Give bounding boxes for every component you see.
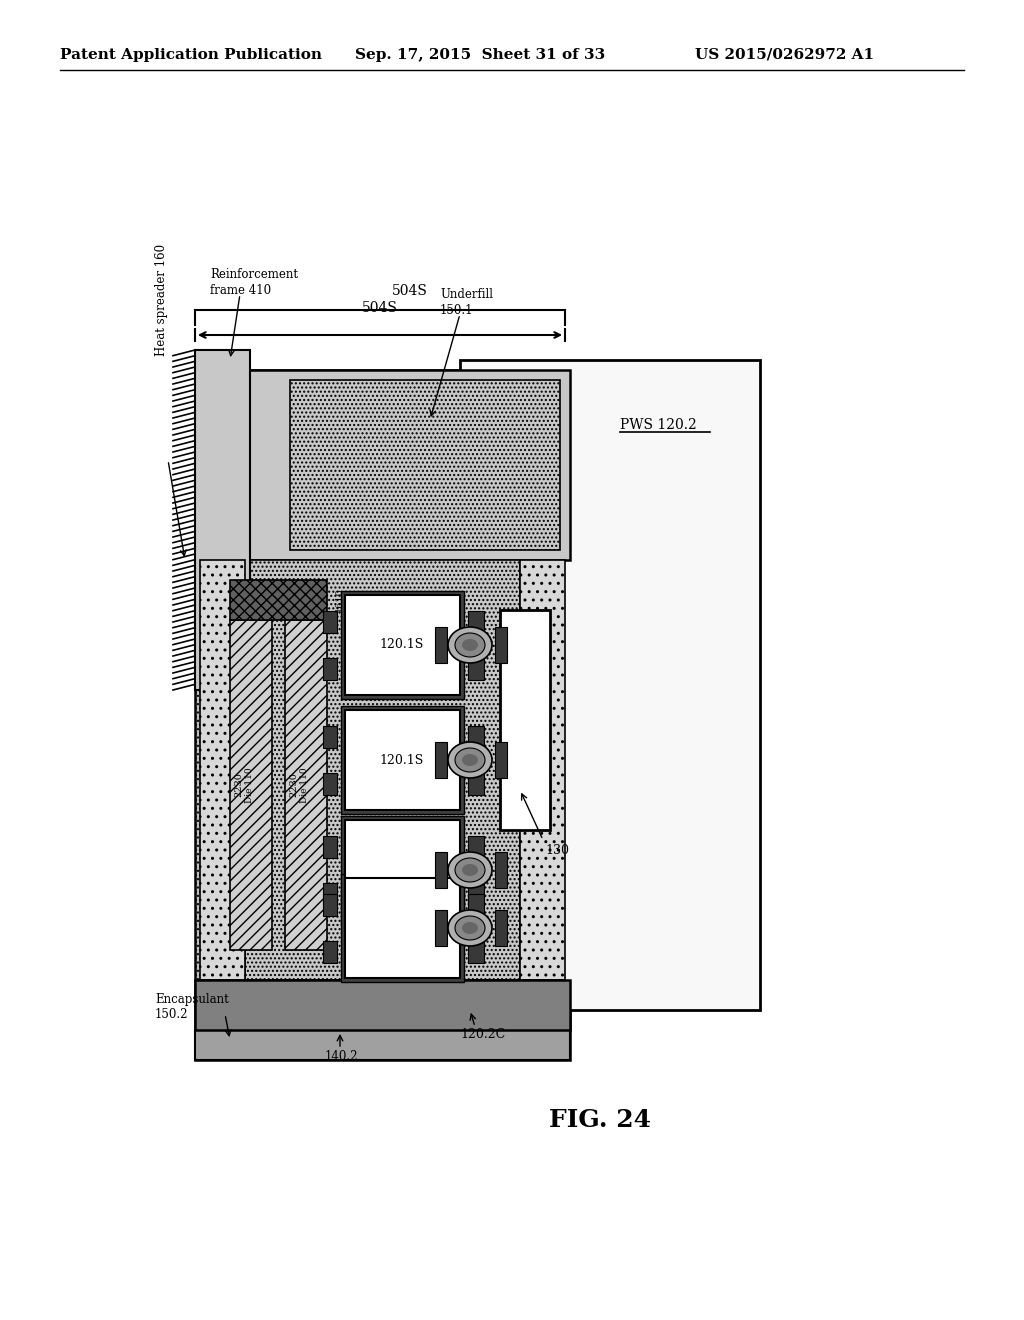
Bar <box>195 350 250 690</box>
Bar <box>468 774 484 795</box>
Bar <box>500 610 550 830</box>
Ellipse shape <box>455 916 485 940</box>
Text: frame 410: frame 410 <box>210 284 271 297</box>
Bar <box>341 591 464 700</box>
Ellipse shape <box>455 748 485 772</box>
Bar <box>345 878 460 978</box>
Bar <box>323 883 337 906</box>
Bar <box>435 742 447 777</box>
Bar <box>468 941 484 964</box>
Bar <box>495 909 507 946</box>
Text: 2230: 2230 <box>234 772 243 797</box>
Text: 130: 130 <box>545 843 569 857</box>
Bar <box>195 370 570 1060</box>
Ellipse shape <box>449 851 492 888</box>
Bar <box>345 710 460 810</box>
Bar <box>323 774 337 795</box>
Bar <box>200 560 245 979</box>
Bar <box>323 894 337 916</box>
Bar <box>468 726 484 748</box>
Text: Reinforcement: Reinforcement <box>210 268 298 281</box>
Ellipse shape <box>455 634 485 657</box>
Text: Encapsulant: Encapsulant <box>155 994 228 1006</box>
Ellipse shape <box>449 742 492 777</box>
Bar <box>341 874 464 982</box>
Ellipse shape <box>455 858 485 882</box>
Bar <box>230 579 327 620</box>
Bar <box>195 1030 570 1060</box>
Bar <box>323 726 337 748</box>
Bar <box>230 620 272 950</box>
Text: 120.1S: 120.1S <box>380 639 424 652</box>
Bar <box>495 627 507 663</box>
Text: FIG. 24: FIG. 24 <box>549 1107 651 1133</box>
Text: 504S: 504S <box>362 301 398 315</box>
Text: 504S: 504S <box>392 284 428 298</box>
Bar <box>468 894 484 916</box>
Bar <box>520 560 565 979</box>
Text: Patent Application Publication: Patent Application Publication <box>60 48 322 62</box>
Bar <box>341 706 464 814</box>
Ellipse shape <box>462 865 478 876</box>
Bar <box>195 370 570 560</box>
Text: Die 110: Die 110 <box>245 767 254 803</box>
Ellipse shape <box>449 909 492 946</box>
Bar <box>323 657 337 680</box>
Bar <box>468 836 484 858</box>
Text: Die 110: Die 110 <box>300 767 309 803</box>
Text: 1610: 1610 <box>335 587 344 612</box>
Text: Heat spreader 160: Heat spreader 160 <box>155 244 168 356</box>
Text: 120.2C: 120.2C <box>460 1028 505 1041</box>
Ellipse shape <box>462 754 478 766</box>
Bar <box>323 611 337 634</box>
Ellipse shape <box>462 921 478 935</box>
Bar <box>345 820 460 920</box>
Bar <box>345 595 460 696</box>
Text: 150.2: 150.2 <box>155 1007 188 1020</box>
Text: 140.2: 140.2 <box>325 1051 358 1064</box>
Text: PWS 120.2: PWS 120.2 <box>620 418 696 432</box>
Bar <box>435 627 447 663</box>
Bar <box>468 883 484 906</box>
Bar <box>435 851 447 888</box>
Text: US 2015/0262972 A1: US 2015/0262972 A1 <box>695 48 874 62</box>
Text: 150.1: 150.1 <box>440 304 473 317</box>
Bar <box>290 380 560 550</box>
Bar <box>323 941 337 964</box>
Bar <box>195 979 570 1030</box>
Bar <box>468 657 484 680</box>
Bar <box>435 909 447 946</box>
Ellipse shape <box>449 627 492 663</box>
Text: Sep. 17, 2015  Sheet 31 of 33: Sep. 17, 2015 Sheet 31 of 33 <box>355 48 605 62</box>
Text: 2230: 2230 <box>289 772 298 797</box>
Ellipse shape <box>462 639 478 651</box>
Bar <box>495 851 507 888</box>
Text: 120.1S: 120.1S <box>380 754 424 767</box>
Text: Underfill: Underfill <box>440 289 493 301</box>
Bar <box>460 360 760 1010</box>
Bar <box>245 560 520 979</box>
Bar <box>285 620 327 950</box>
Bar <box>341 816 464 924</box>
Bar <box>468 611 484 634</box>
Bar <box>495 742 507 777</box>
Bar <box>323 836 337 858</box>
